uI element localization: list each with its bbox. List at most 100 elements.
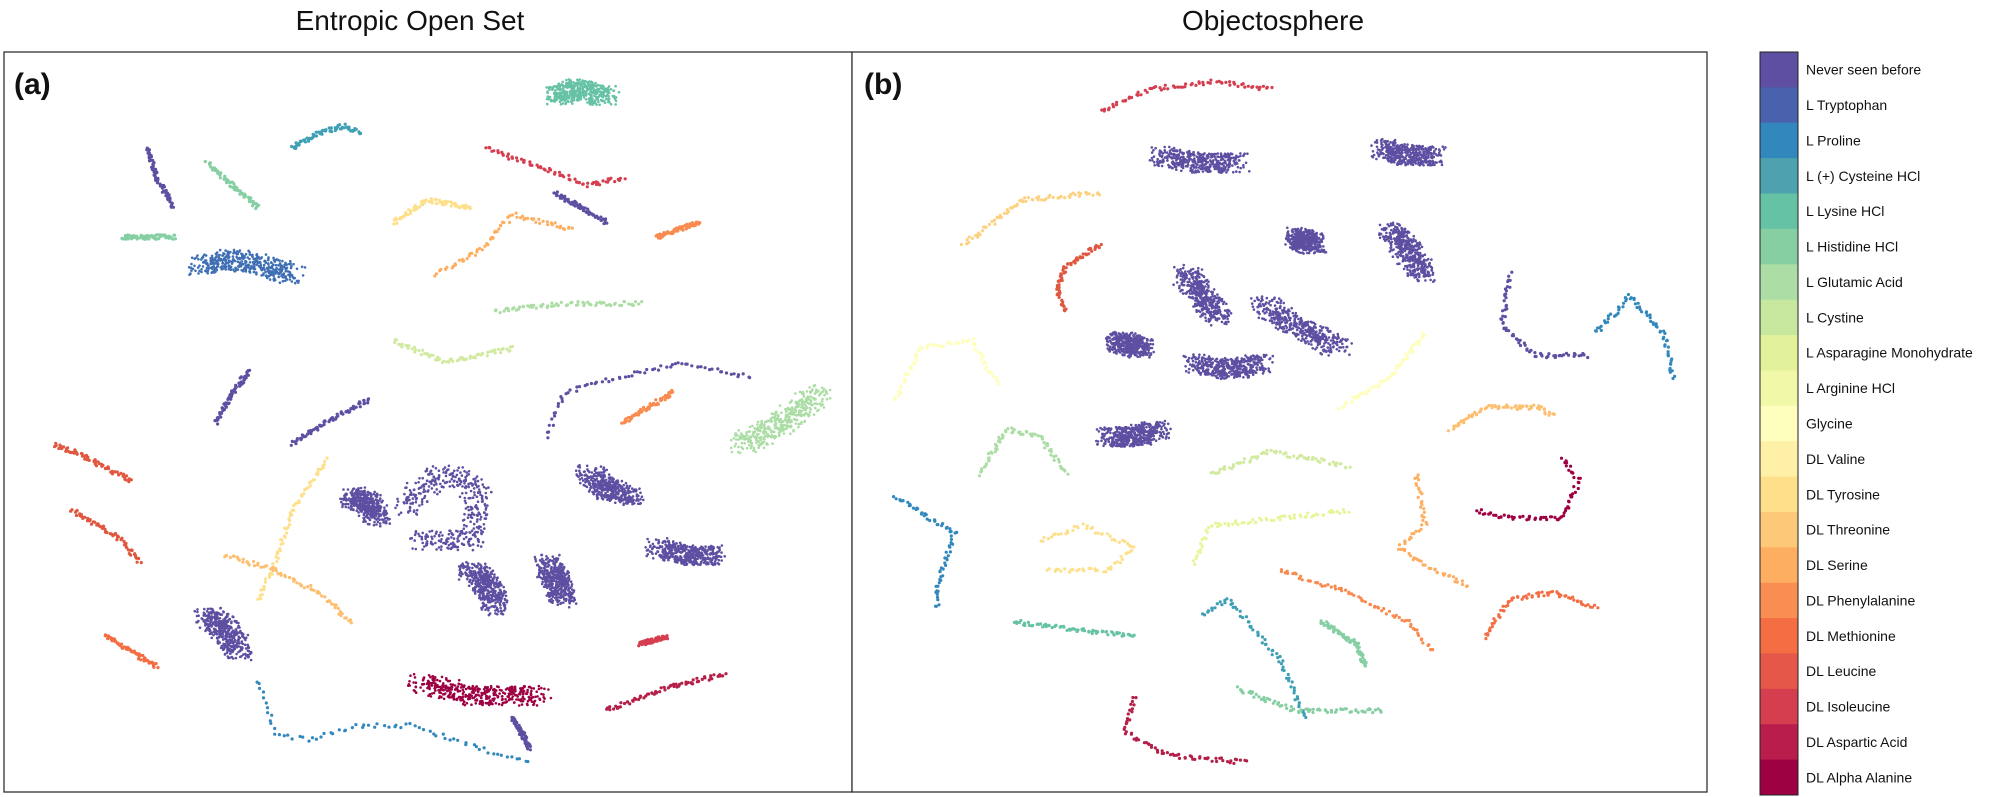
data-point: [803, 419, 807, 423]
data-point: [676, 545, 680, 548]
data-point: [602, 222, 606, 226]
data-point: [399, 726, 403, 730]
data-point: [617, 375, 622, 379]
data-point: [414, 500, 418, 504]
data-point: [227, 628, 231, 632]
data-point: [360, 510, 363, 513]
data-point: [357, 506, 361, 509]
data-point: [211, 256, 214, 260]
data-point: [443, 736, 447, 741]
data-point: [423, 496, 426, 500]
data-point: [438, 534, 441, 538]
cluster-0-1: [574, 463, 645, 507]
data-point: [790, 409, 793, 412]
data-point: [449, 547, 453, 551]
data-point: [415, 508, 419, 512]
data-point: [595, 495, 599, 498]
data-point: [554, 596, 558, 600]
data-point: [240, 255, 244, 259]
data-point: [437, 478, 440, 481]
data-point: [460, 529, 464, 533]
data-point: [470, 529, 474, 533]
data-point: [670, 363, 675, 367]
data-point: [555, 582, 558, 585]
data-point: [584, 478, 587, 481]
data-point: [437, 469, 441, 473]
data-point: [329, 126, 333, 130]
data-point: [471, 496, 475, 500]
data-point: [277, 275, 281, 279]
data-point: [233, 647, 236, 651]
data-point: [504, 594, 508, 598]
data-point: [219, 415, 223, 419]
data-point: [572, 599, 575, 603]
data-point: [522, 737, 526, 742]
data-point: [551, 423, 556, 427]
data-point: [408, 509, 412, 512]
data-point: [421, 498, 424, 501]
data-point: [771, 412, 775, 416]
data-point: [477, 491, 480, 494]
data-point: [323, 419, 327, 423]
data-point: [651, 542, 655, 546]
data-point: [549, 99, 553, 103]
data-point: [775, 418, 778, 421]
data-point: [443, 466, 447, 469]
data-point: [442, 471, 445, 474]
data-point: [366, 493, 370, 497]
data-point: [221, 626, 224, 630]
data-point: [213, 631, 217, 635]
data-point: [777, 413, 780, 417]
data-point: [270, 713, 274, 717]
data-point: [570, 585, 573, 588]
data-point: [602, 85, 605, 89]
data-point: [570, 300, 574, 304]
data-point: [458, 566, 462, 570]
data-point: [451, 471, 455, 475]
data-point: [526, 760, 530, 764]
data-point: [436, 492, 439, 496]
data-point: [586, 81, 589, 84]
data-point: [595, 477, 599, 481]
data-point: [450, 536, 453, 539]
data-point: [566, 99, 569, 103]
data-point: [620, 479, 624, 483]
data-point: [622, 491, 626, 494]
data-point: [816, 402, 819, 406]
data-point: [475, 506, 479, 510]
data-point: [604, 217, 608, 221]
data-point: [610, 489, 613, 492]
data-point: [260, 274, 263, 277]
data-point: [619, 303, 624, 308]
data-point: [664, 554, 668, 557]
data-point: [490, 593, 493, 597]
data-point: [614, 96, 618, 99]
data-point: [207, 267, 211, 270]
data-point: [693, 561, 697, 565]
data-point: [600, 491, 603, 495]
data-point: [747, 430, 751, 433]
data-point: [216, 259, 220, 262]
data-point: [232, 615, 235, 619]
data-point: [582, 96, 586, 99]
data-point: [247, 655, 250, 658]
data-point: [729, 446, 733, 450]
data-point: [457, 477, 461, 481]
data-point: [551, 601, 554, 605]
data-point: [797, 425, 800, 429]
data-point: [613, 487, 617, 491]
data-point: [408, 721, 412, 726]
data-point: [551, 586, 554, 589]
data-point: [230, 638, 234, 642]
data-point: [431, 537, 434, 541]
data-point: [444, 474, 448, 478]
data-point: [228, 644, 231, 647]
data-point: [196, 608, 199, 611]
data-point: [266, 269, 270, 273]
data-point: [228, 393, 232, 397]
data-point: [440, 485, 444, 489]
data-point: [647, 540, 651, 544]
data-point: [218, 173, 222, 177]
data-point: [609, 88, 613, 91]
data-point: [370, 516, 374, 519]
